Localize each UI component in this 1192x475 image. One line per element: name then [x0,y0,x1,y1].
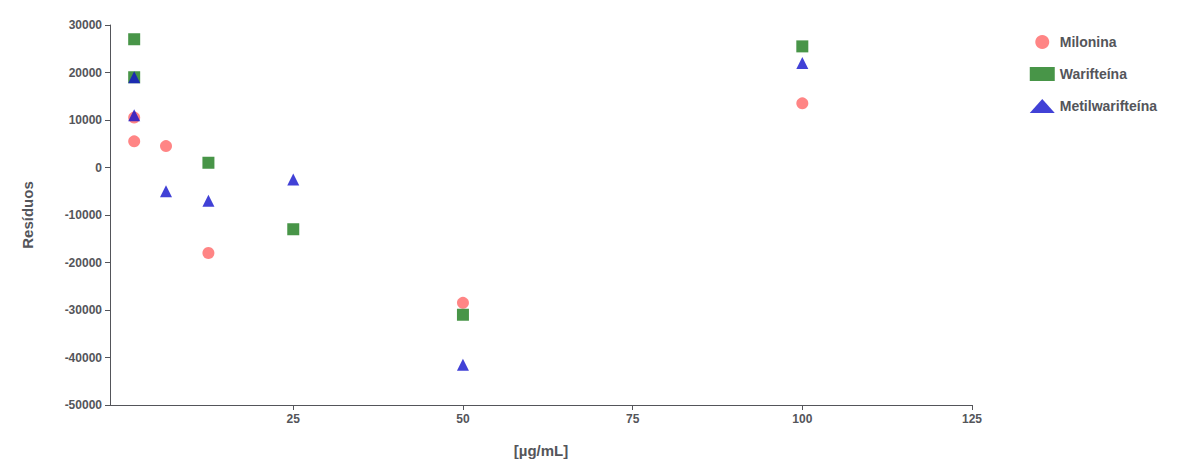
svg-text:25: 25 [287,412,301,426]
svg-text:[µg/mL]: [µg/mL] [514,442,568,459]
svg-text:75: 75 [626,412,640,426]
svg-text:0: 0 [95,161,102,175]
svg-text:30000: 30000 [69,18,103,32]
svg-text:Metilwarifteína: Metilwarifteína [1060,98,1157,114]
svg-text:Resíduos: Resíduos [19,181,36,249]
svg-text:50: 50 [456,412,470,426]
svg-text:-20000: -20000 [65,256,103,270]
svg-text:125: 125 [962,412,982,426]
svg-text:20000: 20000 [69,66,103,80]
svg-text:10000: 10000 [69,113,103,127]
svg-text:-50000: -50000 [65,398,103,412]
svg-text:Milonina: Milonina [1060,34,1117,50]
svg-text:-30000: -30000 [65,303,103,317]
svg-text:Warifteína: Warifteína [1060,66,1127,82]
svg-text:100: 100 [792,412,812,426]
svg-text:-10000: -10000 [65,208,103,222]
svg-text:-40000: -40000 [65,351,103,365]
